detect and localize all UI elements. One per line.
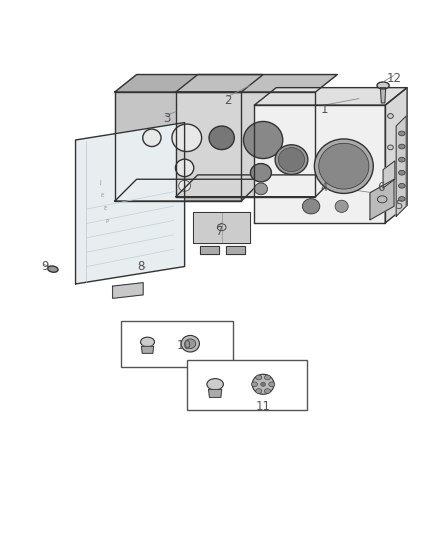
Polygon shape: [395, 116, 405, 216]
Ellipse shape: [398, 157, 404, 162]
Ellipse shape: [255, 389, 261, 393]
Ellipse shape: [175, 159, 193, 176]
Ellipse shape: [387, 145, 392, 150]
Ellipse shape: [275, 145, 307, 174]
Ellipse shape: [318, 143, 368, 189]
Ellipse shape: [387, 114, 392, 118]
Text: 11: 11: [255, 400, 270, 413]
Polygon shape: [199, 246, 218, 254]
Ellipse shape: [140, 337, 154, 347]
Text: 12: 12: [385, 72, 401, 85]
Text: 8: 8: [137, 260, 145, 273]
Polygon shape: [115, 92, 241, 201]
Ellipse shape: [142, 129, 161, 147]
Ellipse shape: [398, 183, 404, 188]
Text: 1: 1: [320, 103, 327, 116]
Ellipse shape: [178, 180, 190, 191]
Ellipse shape: [255, 375, 261, 380]
Ellipse shape: [398, 197, 404, 201]
Polygon shape: [254, 105, 385, 223]
Ellipse shape: [278, 148, 304, 172]
Ellipse shape: [252, 374, 273, 394]
Text: 5: 5: [394, 199, 401, 212]
Bar: [186, 360, 306, 410]
Ellipse shape: [398, 144, 404, 149]
Text: E: E: [104, 206, 107, 211]
Polygon shape: [385, 87, 406, 223]
Polygon shape: [141, 346, 153, 353]
Polygon shape: [208, 390, 221, 398]
Ellipse shape: [334, 200, 347, 213]
Text: 9: 9: [41, 260, 49, 273]
Polygon shape: [254, 87, 406, 105]
Polygon shape: [113, 282, 143, 298]
Ellipse shape: [376, 82, 389, 89]
Ellipse shape: [208, 126, 234, 150]
Polygon shape: [369, 179, 393, 220]
Ellipse shape: [251, 382, 257, 386]
Ellipse shape: [398, 171, 404, 175]
Ellipse shape: [172, 124, 201, 151]
Ellipse shape: [387, 176, 392, 181]
Ellipse shape: [268, 382, 274, 386]
Polygon shape: [382, 161, 394, 188]
Polygon shape: [176, 175, 336, 197]
Ellipse shape: [398, 131, 404, 136]
Polygon shape: [115, 179, 262, 201]
Polygon shape: [115, 75, 262, 92]
Text: 10: 10: [177, 338, 191, 352]
Text: P: P: [105, 219, 108, 224]
Ellipse shape: [206, 378, 223, 390]
Polygon shape: [75, 123, 184, 284]
Text: 2: 2: [224, 94, 231, 107]
Text: 3: 3: [163, 112, 170, 125]
Ellipse shape: [302, 199, 319, 214]
Text: 7: 7: [215, 225, 223, 238]
Polygon shape: [176, 92, 315, 197]
Ellipse shape: [314, 139, 372, 193]
Polygon shape: [380, 87, 385, 103]
Text: J: J: [99, 180, 101, 184]
Text: E: E: [101, 192, 104, 198]
Ellipse shape: [250, 164, 271, 182]
Ellipse shape: [184, 339, 195, 349]
Ellipse shape: [260, 382, 265, 386]
Text: 4: 4: [320, 181, 327, 195]
Ellipse shape: [243, 122, 282, 158]
Ellipse shape: [254, 183, 267, 195]
Bar: [121, 321, 232, 367]
Text: 6: 6: [376, 181, 384, 195]
Ellipse shape: [264, 375, 270, 380]
Ellipse shape: [181, 335, 199, 352]
Ellipse shape: [48, 266, 58, 272]
Ellipse shape: [264, 389, 270, 393]
Polygon shape: [226, 246, 244, 254]
Polygon shape: [176, 75, 336, 92]
Polygon shape: [193, 212, 250, 243]
